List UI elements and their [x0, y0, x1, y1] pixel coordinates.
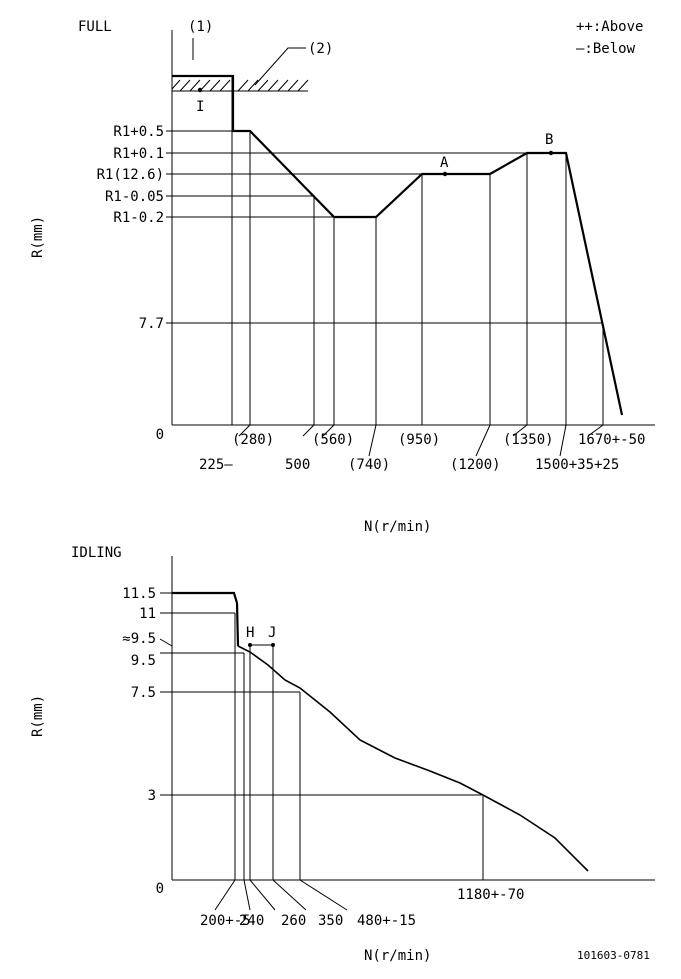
full-xlabel-1670: 1670+-50: [578, 432, 645, 448]
full-characteristic-curve: [172, 74, 624, 416]
full-xlabel-500: 500: [285, 457, 310, 473]
legend-above: ++:Above: [576, 19, 643, 35]
idling-xlabel-350: 350: [318, 913, 343, 929]
full-ylabel-r1-plus-0.1: R1+0.1: [113, 146, 164, 162]
full-xlabel-560: (560): [312, 432, 354, 448]
point-A-marker: [442, 171, 448, 177]
point-H-marker: [248, 643, 252, 647]
point-H-label: H: [246, 625, 254, 641]
full-x-axis-title: N(r/min): [364, 519, 431, 535]
idling-diagram: IDLING H J 11.5 11 ≈9.5: [30, 545, 655, 964]
idling-xlabel-260: 260: [281, 913, 306, 929]
point-I-marker: [197, 87, 203, 93]
full-xlabel-1200: (1200): [450, 457, 501, 473]
full-xlabel-1350: (1350): [503, 432, 554, 448]
point-J-marker: [271, 643, 275, 647]
point-J-label: J: [268, 625, 276, 641]
idling-xlabel-240: 240: [239, 913, 264, 929]
full-xlabel-740: (740): [348, 457, 390, 473]
full-ylabel-0: 0: [156, 427, 164, 443]
point-B-label: B: [545, 132, 553, 148]
idling-xlabel-1180: 1180+-70: [457, 887, 524, 903]
full-ylabel-r1-minus-0.05: R1-0.05: [105, 189, 164, 205]
idling-ylabel-9.5: 9.5: [131, 653, 156, 669]
legend-below: —:Below: [576, 41, 636, 57]
idling-characteristic-curve: [237, 645, 589, 872]
idling-ylabel-11.5: 11.5: [122, 586, 156, 602]
callout-1: (1): [188, 19, 213, 35]
full-ylabel-r1: R1(12.6): [97, 167, 164, 183]
figure-id: 101603-0781: [577, 949, 650, 962]
idling-ylabel-7.5: 7.5: [131, 685, 156, 701]
full-title: FULL: [78, 19, 112, 35]
full-xlabel-950: (950): [398, 432, 440, 448]
full-diagram: FULL (1) (2) ++:Above —:Below: [30, 19, 655, 535]
point-A-label: A: [440, 155, 449, 171]
full-ylabel-7.7: 7.7: [139, 316, 164, 332]
idling-y-axis-title: R(mm): [30, 695, 46, 737]
point-B-marker: [548, 150, 554, 156]
full-y-axis-title: R(mm): [30, 216, 46, 258]
idling-flat-segment: [172, 591, 240, 647]
idling-x-axis-title: N(r/min): [364, 948, 431, 964]
idling-ylabel-0: 0: [156, 881, 164, 897]
idling-title: IDLING: [71, 545, 122, 561]
callout-2-leader: [254, 47, 306, 86]
idling-ylabel-3: 3: [148, 788, 156, 804]
stopper-hatching: [171, 79, 309, 92]
idling-xlabel-200: 200+-5: [200, 913, 251, 929]
full-xlabel-280: (280): [232, 432, 274, 448]
idling-xlabel-480: 480+-15: [357, 913, 416, 929]
full-xlabel-1500: 1500+35+25: [535, 457, 619, 473]
full-xlabel-225: 225—: [199, 457, 233, 473]
point-I-label: I: [196, 99, 204, 115]
callout-2: (2): [308, 41, 333, 57]
idling-ylabel-approx-9.5: ≈9.5: [122, 631, 156, 647]
idling-ylabel-11: 11: [139, 606, 156, 622]
full-ylabel-r1-plus-0.5: R1+0.5: [113, 124, 164, 140]
full-ylabel-r1-minus-0.2: R1-0.2: [113, 210, 164, 226]
